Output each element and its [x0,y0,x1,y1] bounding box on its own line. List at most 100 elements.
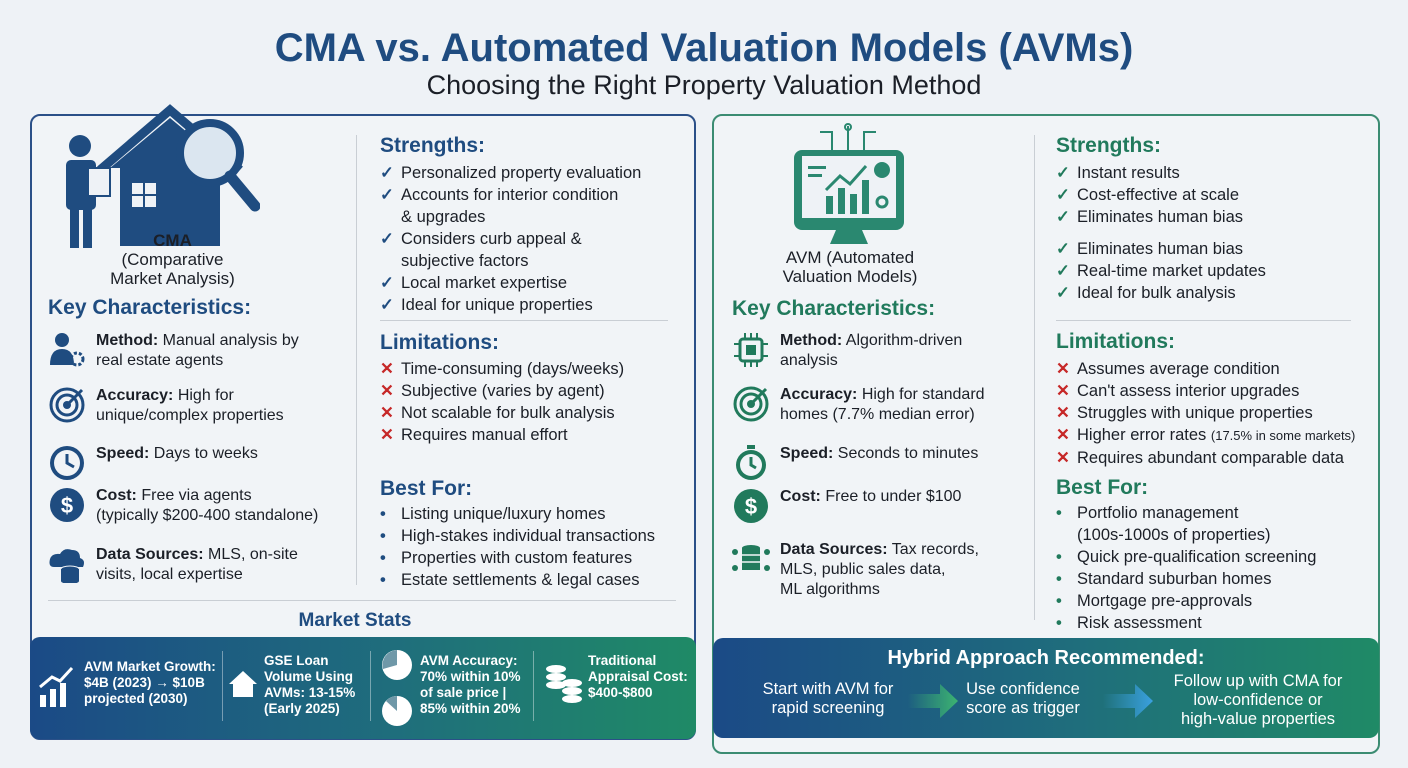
list-item: ✕ Time-consuming (days/weeks) [380,358,690,380]
list-item-text: Mortgage pre-approvals [1077,592,1253,610]
key-characteristic: Data Sources: MLS, on-site visits, local … [96,545,356,585]
list-item: • Portfolio management [1056,502,1376,524]
list-item-text: Can't assess interior upgrades [1077,382,1300,400]
key-text: real estate agents [96,352,224,369]
coin-stack-icon [546,665,582,703]
list-item-text: Quick pre-qualification screening [1077,548,1317,566]
list-item: • Quick pre-qualification screening [1056,546,1376,568]
list-item-text: High-stakes individual transactions [401,527,656,545]
list-item: ✕ Can't assess interior upgrades [1056,380,1380,402]
key-label: Accuracy: [780,386,858,403]
market-stats-band: AVM Market Growth: $4B (2023) → $10B proje… [30,637,696,739]
key-label: Data Sources: [780,541,888,558]
avm-bestfor-heading: Best For: [1056,476,1149,499]
check-icon: ✓ [1056,186,1070,204]
x-mark-icon: ✕ [380,426,394,444]
stat-line: Volume Using [264,669,354,684]
stat-line: AVM Market Growth: [84,659,216,674]
key-text: visits, local expertise [96,566,243,583]
key-text: Free via agents [136,487,252,504]
list-item-text: Real-time market updates [1077,262,1266,280]
cloud-database-icon [48,545,86,584]
key-text: homes (7.7% median error) [780,406,975,423]
key-characteristic: Cost: Free via agents (typically $200-400… [96,486,356,526]
list-item-text: Subjective (varies by agent) [401,382,605,400]
stat-line: Traditional [588,653,657,668]
list-item-text: Listing unique/luxury homes [401,505,606,523]
list-item-text: Properties with custom features [401,549,633,567]
list-item: ✓ Accounts for interior condition [380,184,690,206]
cma-caption: CMA (Comparative Market Analysis) [90,231,255,288]
list-item-text: Accounts for interior condition [401,186,619,204]
caption-line: Market Analysis) [110,269,235,288]
key-characteristic: Accuracy: High for unique/complex propert… [96,386,356,426]
list-item-text: (100s-1000s of properties) [1077,526,1271,544]
list-item-text: Requires abundant comparable data [1077,449,1344,467]
bullet-icon: • [1056,614,1062,632]
list-item-text: Requires manual effort [401,426,568,444]
key-label: Method: [96,332,159,349]
key-label: Accuracy: [96,387,174,404]
bullet-icon: • [380,549,386,567]
cma-house-agent-icon [66,104,260,248]
stat-line: GSE Loan [264,653,329,668]
check-icon: ✓ [380,186,394,204]
list-item-text: Portfolio management [1077,504,1239,522]
list-item: ✓ Eliminates human bias [1056,238,1376,260]
key-text: unique/complex properties [96,407,284,424]
list-item-text: Eliminates human bias [1077,240,1243,258]
avm-monitor-analytics-icon [794,123,904,244]
key-text: Days to weeks [149,445,258,462]
key-characteristic: Method: Algorithm-driven analysis [780,331,1040,371]
list-item: (100s-1000s of properties) [1056,524,1376,546]
cma-strengths-list: ✓ Personalized property evaluation ✓ Accoun… [380,162,690,316]
dollar-icon: $ [732,487,770,525]
step-line: Start with AVM for [762,680,894,698]
cma-bestfor-heading: Best For: [380,477,473,500]
key-label: Speed: [96,445,150,462]
key-text: analysis [780,352,838,369]
list-item: ✓ Eliminates human bias [1056,206,1376,228]
list-item: & upgrades [380,206,690,228]
key-characteristic: Cost: Free to under $100 [780,487,1040,507]
key-text: Algorithm-driven [842,332,963,349]
key-characteristic: Accuracy: High for standard homes (7.7% m… [780,385,1040,425]
stat-line: projected (2030) [84,691,188,706]
list-item-text: Considers curb appeal & [401,230,582,248]
bullet-icon: • [1056,548,1062,566]
network-database-icon [732,540,770,578]
key-text: MLS, on-site [203,546,298,563]
arrow-right-icon [908,684,958,718]
key-text: MLS, public sales data, [780,561,946,578]
stat-appraisal-cost: Traditional Appraisal Cost: $400-$800 [588,653,688,701]
list-item: ✕ Higher error rates (17.5% in some marke… [1056,424,1380,447]
bullet-icon: • [1056,570,1062,588]
list-item: • Standard suburban homes [1056,568,1376,590]
stat-line: (Early 2025) [264,701,340,716]
check-icon: ✓ [1056,164,1070,182]
avm-strengths-list: ✓ Instant results ✓ Cost-effective at scale… [1056,162,1376,304]
key-characteristic: Data Sources: Tax records, MLS, public sa… [780,540,1040,600]
x-mark-icon: ✕ [380,382,394,400]
avm-strengths-heading: Strengths: [1056,134,1161,157]
key-characteristic: Speed: Seconds to minutes [780,444,1040,464]
list-item: ✓ Ideal for unique properties [380,294,690,316]
key-label: Data Sources: [96,546,204,563]
limitation-note: (17.5% in some markets) [1210,428,1356,443]
chip-icon [732,331,770,369]
step-line: score as trigger [966,699,1080,717]
hybrid-approach-band: Hybrid Approach Recommended: Start with … [713,638,1379,738]
svg-text:$: $ [61,493,73,518]
cma-strengths-heading: Strengths: [380,134,485,157]
list-item: ✕ Requires manual effort [380,424,690,446]
x-mark-icon: ✕ [1056,360,1070,378]
target-icon [732,385,770,423]
stat-gse-loan: GSE Loan Volume Using AVMs: 13-15% (Early 2… [264,653,355,717]
stat-line: AVMs: 13-15% [264,685,356,700]
step-line: low-confidence or [1193,691,1323,709]
check-icon: ✓ [1056,284,1070,302]
bullet-icon: • [1056,592,1062,610]
house-icon [229,671,257,697]
avm-key-heading: Key Characteristics: [732,297,936,320]
cma-bestfor-list: • Listing unique/luxury homes • High-stakes… [380,503,690,591]
